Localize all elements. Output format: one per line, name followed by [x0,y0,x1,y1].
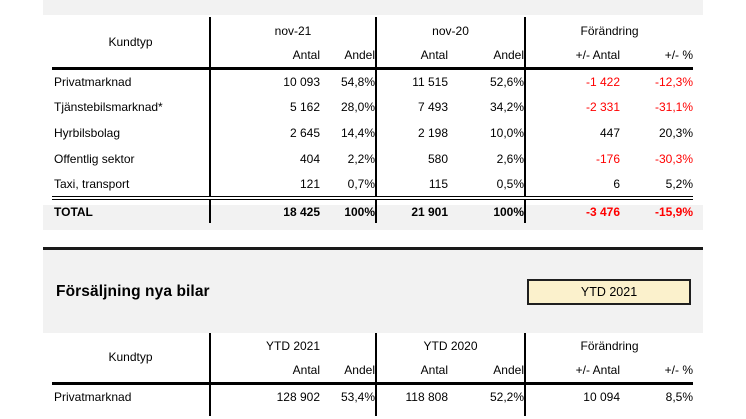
table-row: Offentlig sektor 404 2,2% 580 2,6% -176 … [52,146,693,172]
data-cell: 28,0% [340,100,376,114]
sub-header-plusminus-antal: +/- Antal [524,44,621,70]
sub-header-andel: Andel [448,44,526,70]
data-cell: 10 094 [524,383,620,410]
data-cell: 8,5% [665,390,693,405]
data-cell: 52,2% [489,390,524,405]
data-cell: 11 515 [375,68,449,94]
group-header-forandring: Förändring [524,333,693,359]
data-cell: 580 [375,146,449,172]
total-cell: -3 476 [524,196,621,223]
sub-header-plusminus-percent: +/- % [620,359,693,385]
data-cell: 118 808 [375,383,448,410]
total-row: TOTAL 18 425 100% 21 901 100% -3 476 -15… [52,196,694,223]
table-row: Privatmarknad 128 902 53,4% 118 808 52,2… [52,383,693,410]
sub-header-andel: Andel [320,44,377,70]
empty-cell [524,410,620,416]
empty-cell [320,410,376,416]
total-cell: 100% [448,196,526,223]
data-cell: 14,4% [340,126,376,140]
data-cell: 52,6% [490,74,525,89]
group-header-row: Kundtyp YTD 2021 YTD 2020 Förändring [52,333,693,385]
sub-header-plusminus-percent: +/- % [620,44,694,70]
table-row: Taxi, transport 121 0,7% 115 0,5% 6 5,2% [52,172,693,198]
table-row: Tjänstebilsmarknad* 5 162 28,0% 7 493 34… [52,94,693,120]
row-label: Hyrbilsbolag [54,126,121,140]
sub-header-row: Antal Andel Antal Andel +/- Antal +/- % [52,44,694,70]
data-cell: 34,2% [490,100,525,114]
data-cell: 10 093 [209,68,320,94]
row-label: Tjänstebilsmarknad* [54,100,163,114]
data-cell: 0,7% [347,177,376,191]
group-header-ytd2021: YTD 2021 [209,333,376,359]
data-cell: 5 162 [209,94,320,120]
data-cell: -30,3% [655,152,694,166]
data-cell: 115 [375,172,449,198]
sub-header-andel: Andel [448,359,525,385]
data-cell: -2 331 [524,94,621,120]
corner-header-kundtyp: Kundtyp [52,333,210,385]
sub-header-antal: Antal [375,44,449,70]
data-cell: 0,5% [496,177,525,191]
total-cell: 18 425 [209,196,320,223]
data-cell: -176 [524,146,621,172]
data-cell: -31,1% [655,100,694,114]
empty-cell [448,410,525,416]
sub-header-antal: Antal [209,359,320,385]
data-cell: 128 902 [209,383,320,410]
sub-header-antal: Antal [375,359,448,385]
group-header-forandring: Förändring [524,17,694,44]
row-label: Privatmarknad [54,74,132,89]
corner-header-kundtyp: Kundtyp [52,17,210,70]
data-cell: 7 493 [375,94,449,120]
data-cell: 2 198 [375,120,449,146]
sub-header-row: Antal Andel Antal Andel +/- Antal +/- % [52,359,693,385]
sub-header-plusminus-antal: +/- Antal [524,359,620,385]
sub-header-antal: Antal [209,44,320,70]
ytd-sales-table: Kundtyp YTD 2021 YTD 2020 Förändring Ant… [52,333,693,416]
section-title: Försäljning nya bilar [56,282,210,300]
data-cell: 404 [209,146,320,172]
data-cell: 6 [524,172,621,198]
section-header: Försäljning nya bilar YTD 2021 [43,247,703,333]
row-label: Privatmarknad [54,390,132,405]
top-section-band [43,0,703,15]
sub-header-andel: Andel [320,359,376,385]
data-cell: 447 [524,120,621,146]
empty-cell [52,410,210,416]
total-cell: -15,9% [620,196,694,223]
total-label: TOTAL [52,196,210,223]
data-cell: 2,2% [347,152,376,166]
empty-cell [209,410,320,416]
data-cell: 10,0% [490,126,525,140]
data-cell: 20,3% [659,126,694,140]
data-cell: 2,6% [496,152,525,166]
table-row: Hyrbilsbolag 2 645 14,4% 2 198 10,0% 447… [52,120,693,146]
empty-cell [375,410,448,416]
group-header-ytd2020: YTD 2020 [375,333,525,359]
group-header-row: Kundtyp nov-21 nov-20 Förändring [52,17,694,70]
table-row: Privatmarknad 10 093 54,8% 11 515 52,6% … [52,68,693,94]
data-cell: 121 [209,172,320,198]
empty-cell [620,410,693,416]
total-cell: 21 901 [375,196,449,223]
total-cell: 100% [320,196,377,223]
group-header-nov20: nov-20 [375,17,526,44]
row-label: Taxi, transport [54,177,130,191]
data-cell: 53,4% [340,390,375,405]
ytd-period-badge[interactable]: YTD 2021 [527,279,691,305]
data-cell: -12,3% [655,74,694,89]
cutoff-row [52,410,693,416]
monthly-sales-table: Kundtyp nov-21 nov-20 Förändring Antal A… [52,17,694,223]
data-cell: 2 645 [209,120,320,146]
data-cell: -1 422 [524,68,621,94]
data-cell: 5,2% [665,177,694,191]
data-cell: 54,8% [340,74,376,89]
group-header-nov21: nov-21 [208,17,377,44]
row-label: Offentlig sektor [54,152,135,166]
